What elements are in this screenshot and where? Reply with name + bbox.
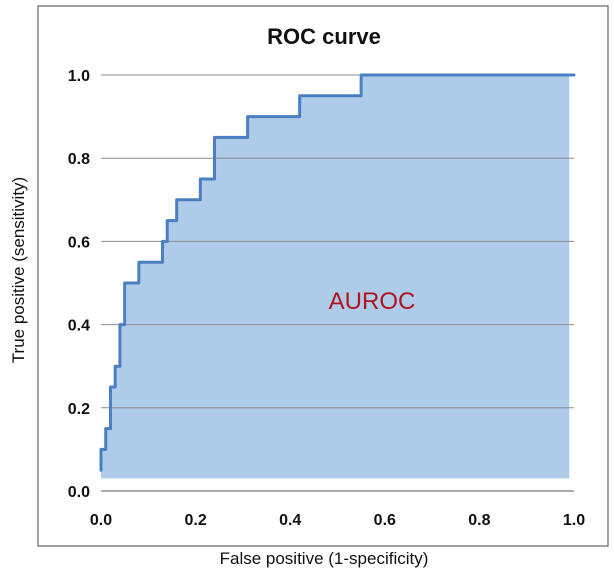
auroc-area [101, 75, 574, 479]
y-tick-label: 1.0 [68, 68, 90, 85]
y-tick-label: 0.8 [68, 151, 90, 168]
auroc-annotation: AUROC [329, 288, 416, 315]
x-tick-label: 0.0 [90, 512, 112, 529]
x-axis-label: False positive (1-specificity) [220, 549, 429, 568]
x-tick-label: 0.8 [468, 512, 490, 529]
y-tick-label: 0.0 [68, 484, 90, 501]
y-tick-label: 0.4 [68, 318, 90, 335]
plot-area: 0.0 0.2 0.4 0.6 0.8 1.0 0.0 0.2 0.4 0.6 0.8 1.0 [68, 68, 585, 529]
chart-title: ROC curve [267, 24, 381, 49]
roc-curve-line [99, 73, 576, 472]
y-tick-label: 0.2 [68, 401, 90, 418]
x-tick-label: 0.2 [184, 512, 206, 529]
x-tick-label: 1.0 [563, 512, 585, 529]
x-tick-label: 0.6 [374, 512, 396, 529]
y-tick-label: 0.6 [68, 234, 90, 251]
x-tick-label: 0.4 [279, 512, 301, 529]
y-axis-label: True positive (sensitivity) [9, 177, 28, 363]
